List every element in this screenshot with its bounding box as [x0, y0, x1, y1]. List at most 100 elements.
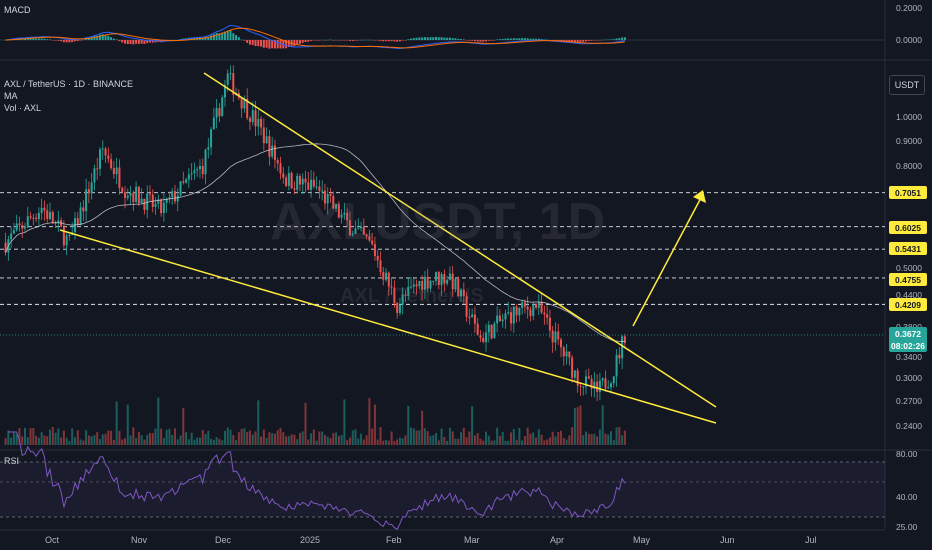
arrow-head-icon [693, 190, 706, 203]
candle-body [501, 319, 504, 322]
candle-body [535, 304, 538, 308]
volume-bar [137, 431, 140, 445]
candle-body [457, 278, 460, 297]
macd-histogram-bar [271, 40, 274, 49]
candle-body [621, 336, 624, 359]
macd-histogram-bar [418, 37, 421, 40]
volume-bar [135, 438, 138, 445]
candle-body [129, 193, 132, 196]
volume-bar [573, 408, 576, 445]
volume-bar [204, 433, 207, 445]
candle-body [423, 276, 426, 290]
candle-body [348, 220, 351, 236]
price-tick: 0.3000 [896, 373, 922, 383]
macd-histogram-bar [379, 40, 382, 41]
volume-bar [354, 429, 357, 445]
volume-bar [90, 436, 93, 445]
candle-body [271, 145, 274, 157]
volume-bar [140, 435, 143, 445]
level-tag[interactable]: 0.4755 [889, 273, 927, 286]
macd-histogram-bar [123, 40, 126, 44]
price-tick: 0.8000 [896, 161, 922, 171]
macd-histogram-bar [587, 40, 590, 41]
wedge-upper-trendline[interactable] [203, 72, 717, 408]
candle-body [229, 73, 232, 75]
volume-bar [565, 439, 568, 445]
candle-body [360, 226, 363, 229]
volume-bar [601, 405, 604, 445]
candle-body [318, 186, 321, 192]
ma-indicator-label[interactable]: MA [4, 91, 18, 101]
last-price-tag[interactable]: 0.3672 08:02:26 [889, 327, 927, 352]
candle-body [601, 378, 604, 381]
macd-histogram-bar [85, 38, 88, 40]
volume-bar [604, 433, 607, 445]
volume-bar [393, 440, 396, 445]
candle-body [276, 160, 279, 164]
macd-histogram-bar [404, 40, 407, 41]
candle-body [560, 339, 563, 348]
candle-body [426, 276, 429, 289]
volume-bar [523, 436, 526, 445]
macd-histogram-bar [51, 40, 54, 41]
candle-body [526, 306, 529, 310]
symbol-watermark: AXLUSDT, 1D [270, 193, 606, 251]
macd-histogram-bar [135, 40, 138, 44]
macd-histogram-bar [54, 40, 57, 41]
candle-body [607, 387, 610, 389]
macd-histogram-bar [496, 39, 499, 40]
symbol-title[interactable]: AXL / TetherUS · 1D · BINANCE [4, 79, 134, 89]
level-tag[interactable]: 0.4209 [889, 298, 927, 311]
candle-body [512, 306, 515, 324]
candle-body [204, 149, 207, 175]
volume-bar [576, 407, 579, 445]
volume-bar [323, 434, 326, 445]
macd-histogram-bar [610, 39, 613, 40]
moving-average-line [5, 143, 625, 342]
candle-body [121, 187, 124, 193]
candle-body [590, 378, 593, 389]
macd-histogram-bar [29, 38, 32, 40]
macd-histogram-bar [415, 37, 418, 40]
candle-body [198, 165, 201, 170]
volume-bar [443, 437, 446, 445]
rsi-title[interactable]: RSI [4, 456, 20, 466]
volume-indicator-label[interactable]: Vol · AXL [4, 103, 42, 113]
macd-histogram-bar [396, 40, 399, 42]
rsi-band [0, 462, 885, 517]
volume-bar [435, 432, 438, 445]
macd-histogram-bar [268, 40, 271, 49]
macd-histogram-bar [435, 36, 438, 40]
level-tag[interactable]: 0.6025 [889, 221, 927, 234]
macd-histogram-bar [457, 38, 460, 40]
macd-histogram-bar [407, 39, 410, 40]
currency-unit-button[interactable]: USDT [889, 75, 925, 95]
candle-body [490, 324, 493, 339]
candle-body [118, 167, 121, 188]
macd-histogram-bar [512, 38, 515, 40]
volume-bar [454, 438, 457, 445]
breakout-target-arrow[interactable] [632, 193, 704, 327]
level-tag[interactable]: 0.7051 [889, 186, 927, 199]
volume-bar [40, 432, 43, 445]
candle-body [385, 272, 388, 280]
candle-body [440, 274, 443, 285]
level-tag[interactable]: 0.5431 [889, 242, 927, 255]
wedge-lower-trendline[interactable] [59, 229, 717, 424]
candle-body [196, 169, 199, 171]
volume-bar [312, 429, 315, 445]
macd-histogram-bar [346, 40, 349, 41]
candle-body [582, 386, 585, 388]
volume-bar [418, 430, 421, 445]
volume-bar [562, 437, 565, 445]
volume-bar [248, 430, 251, 445]
macd-histogram-bar [65, 40, 68, 43]
candle-body [565, 351, 568, 357]
candle-body [37, 212, 40, 220]
volume-bar [232, 434, 235, 445]
macd-title[interactable]: MACD [4, 5, 31, 15]
macd-histogram-bar [485, 40, 488, 42]
time-label: 2025 [300, 535, 321, 545]
macd-histogram-bar [190, 37, 193, 40]
